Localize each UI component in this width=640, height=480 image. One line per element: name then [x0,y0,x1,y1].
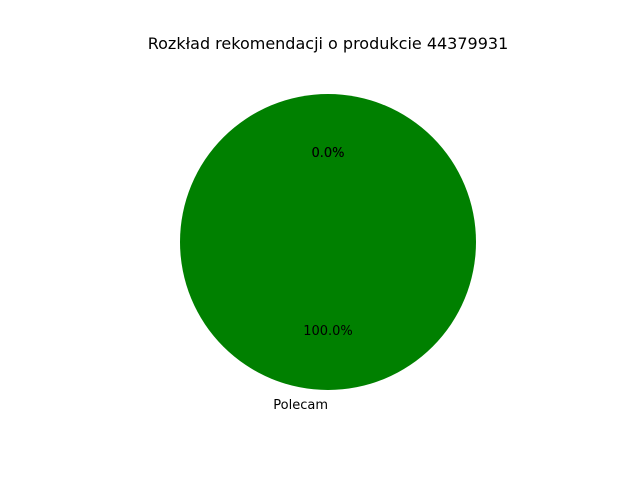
slice-label-0: Polecam [273,398,328,413]
slice-pct-label-0: 100.0% [303,324,353,339]
slice-pct-label-2: 0.0% [311,146,344,161]
chart-title: Rozkład rekomendacji o produkcie 4437993… [148,34,509,53]
pie-slice-0 [180,94,476,390]
pie-slices [180,94,476,390]
slice-pct-label-1: 0.0% [311,146,344,161]
